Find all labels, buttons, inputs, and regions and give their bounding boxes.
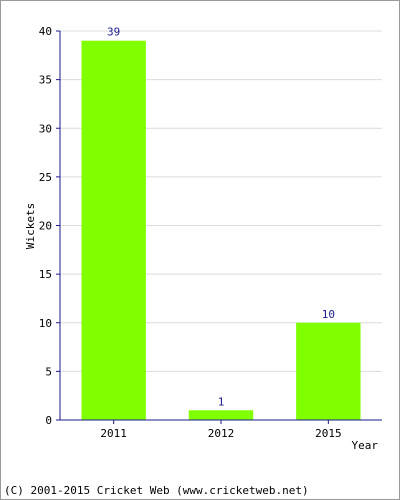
y-ticks: 0 5 10 15 20 25 30 35 40 <box>39 25 60 427</box>
x-axis-title: Year <box>352 439 379 452</box>
bars <box>81 40 361 420</box>
y-tick-label: 25 <box>39 171 52 184</box>
data-label: 39 <box>107 26 120 39</box>
bar-2015 <box>296 322 361 420</box>
bar-2011 <box>81 40 146 420</box>
x-tick-label: 2012 <box>208 427 235 440</box>
data-label: 10 <box>322 308 335 321</box>
x-tick-label: 2011 <box>100 427 127 440</box>
bar-2012 <box>188 410 254 420</box>
y-tick-label: 15 <box>39 268 52 281</box>
data-label: 1 <box>218 395 225 408</box>
y-tick-label: 40 <box>39 25 52 38</box>
copyright-footer: (C) 2001-2015 Cricket Web (www.cricketwe… <box>4 484 309 497</box>
x-tick-label: 2015 <box>315 427 342 440</box>
x-ticks: 2011 2012 2015 <box>100 420 342 440</box>
y-axis-title: Wickets <box>24 203 37 249</box>
y-tick-label: 35 <box>39 74 52 87</box>
data-labels: 39 1 10 <box>107 26 335 409</box>
y-tick-label: 10 <box>39 317 52 330</box>
y-tick-label: 20 <box>39 220 52 233</box>
y-tick-label: 0 <box>45 414 52 427</box>
y-tick-label: 5 <box>45 365 52 378</box>
y-tick-label: 30 <box>39 122 52 135</box>
